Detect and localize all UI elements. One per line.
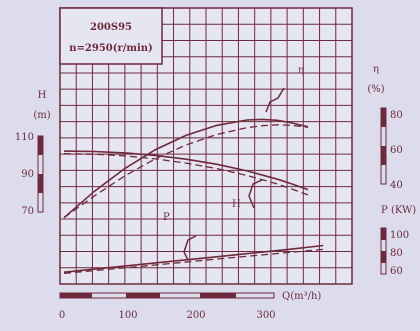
model-label: 200S95 — [90, 22, 132, 33]
eta-axis-scalebar-fill-2 — [381, 146, 386, 165]
eta-axis-unit: (%) — [367, 84, 384, 95]
q-axis-scalebar-fill-1 — [60, 293, 92, 298]
h-axis-scalebar-fill-2 — [38, 174, 43, 193]
curve-label-h: H — [232, 199, 241, 210]
curve-label-p: P — [163, 212, 170, 223]
title-box — [59, 7, 163, 65]
p-axis-unit: (KW) — [391, 205, 416, 216]
q-axis-scalebar-fill-2 — [126, 293, 160, 298]
p-tick-60: 60 — [390, 266, 403, 277]
series-line-h-solid — [63, 150, 309, 191]
q-axis-scalebar-fill-3 — [200, 293, 236, 298]
p-axis-scalebar-fill-1 — [381, 228, 386, 240]
eta-operating-marker — [265, 87, 285, 113]
h-tick-70: 70 — [21, 206, 34, 217]
q-tick-300: 300 — [256, 310, 275, 321]
p-axis-scalebar-fill-2 — [381, 251, 386, 263]
series-line-eta-dashed — [63, 124, 309, 219]
h-axis-scalebar-fill-1 — [38, 136, 43, 155]
speed-label: n=2950(r/min) — [69, 43, 153, 54]
series-line-h-dashed — [63, 153, 309, 196]
series-line-p-solid — [63, 244, 324, 273]
series — [63, 118, 324, 275]
eta-axis-scalebar-fill-1 — [381, 108, 386, 127]
eta-tick-80: 80 — [390, 110, 403, 121]
q-tick-0: 0 — [59, 310, 65, 321]
eta-axis-label: η — [373, 64, 379, 75]
q-axis-label: Q(m³/h) — [282, 291, 321, 302]
h-axis-unit: (m) — [33, 110, 50, 121]
eta-tick-40: 40 — [390, 180, 403, 191]
p-axis-label: P — [381, 205, 388, 216]
q-axis-scalebar — [59, 292, 275, 299]
grid — [60, 8, 352, 284]
p-tick-80: 80 — [390, 248, 403, 259]
p-operating-marker — [183, 235, 197, 261]
q-tick-200: 200 — [186, 310, 205, 321]
eta-tick-60: 60 — [390, 145, 403, 156]
h-tick-110: 110 — [15, 132, 34, 143]
series-line-eta-solid — [63, 118, 309, 219]
p-tick-100: 100 — [390, 230, 409, 241]
h-tick-90: 90 — [21, 169, 34, 180]
curve-label-eta: η — [298, 65, 304, 76]
q-tick-100: 100 — [118, 310, 137, 321]
h-operating-marker — [248, 179, 263, 209]
h-axis-label: H — [38, 90, 47, 101]
